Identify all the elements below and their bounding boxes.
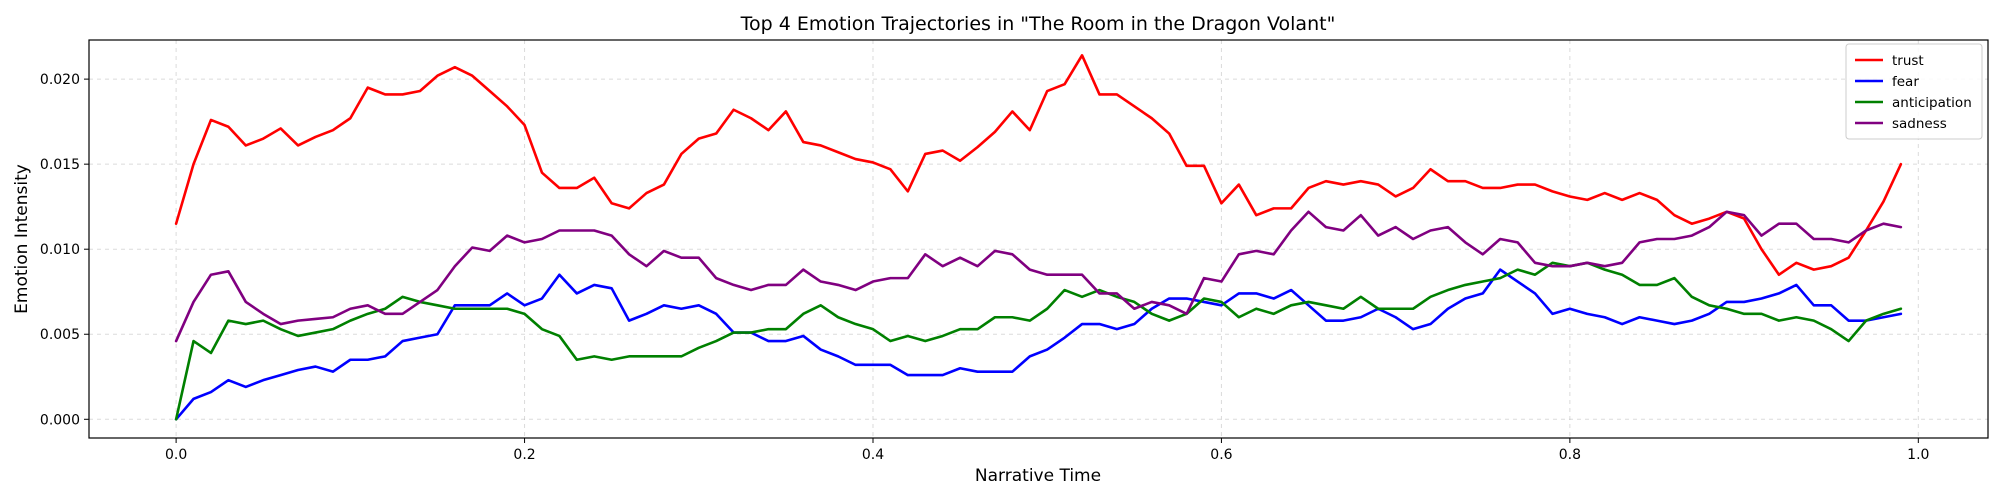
series-line-anticipation [174, 261, 1903, 421]
y-axis-label: Emotion Intensity [12, 164, 32, 314]
y-tick-label: 0.000 [40, 412, 80, 428]
y-tick-label: 0.015 [40, 157, 80, 173]
series-lines [174, 54, 1903, 421]
legend-label-trust: trust [1892, 53, 1924, 69]
y-axis-ticks: 0.000 0.005 0.010 0.015 0.020 [40, 72, 89, 428]
x-axis-label: Narrative Time [975, 466, 1101, 486]
legend: trust fear anticipation sadness [1845, 43, 1983, 140]
chart-title: Top 4 Emotion Trajectories in "The Room … [740, 13, 1336, 35]
legend-label-sadness: sadness [1892, 116, 1947, 132]
x-tick-label: 0.6 [1210, 447, 1232, 463]
legend-label-fear: fear [1892, 74, 1919, 90]
x-axis-ticks: 0.0 0.2 0.4 0.6 0.8 1.0 [165, 438, 1929, 463]
legend-box [1845, 43, 1983, 140]
x-tick-label: 1.0 [1907, 447, 1929, 463]
legend-label-anticipation: anticipation [1892, 95, 1972, 111]
x-tick-label: 0.8 [1559, 447, 1581, 463]
series-line-fear [174, 268, 1903, 421]
y-tick-label: 0.010 [40, 242, 80, 258]
series-line-trust [174, 54, 1903, 277]
y-tick-label: 0.020 [40, 72, 80, 88]
x-tick-label: 0.4 [862, 447, 884, 463]
x-tick-label: 0.2 [513, 447, 535, 463]
plot-frame [88, 39, 1989, 439]
series-line-sadness [174, 210, 1903, 343]
x-tick-label: 0.0 [165, 447, 187, 463]
y-tick-label: 0.005 [40, 327, 80, 343]
